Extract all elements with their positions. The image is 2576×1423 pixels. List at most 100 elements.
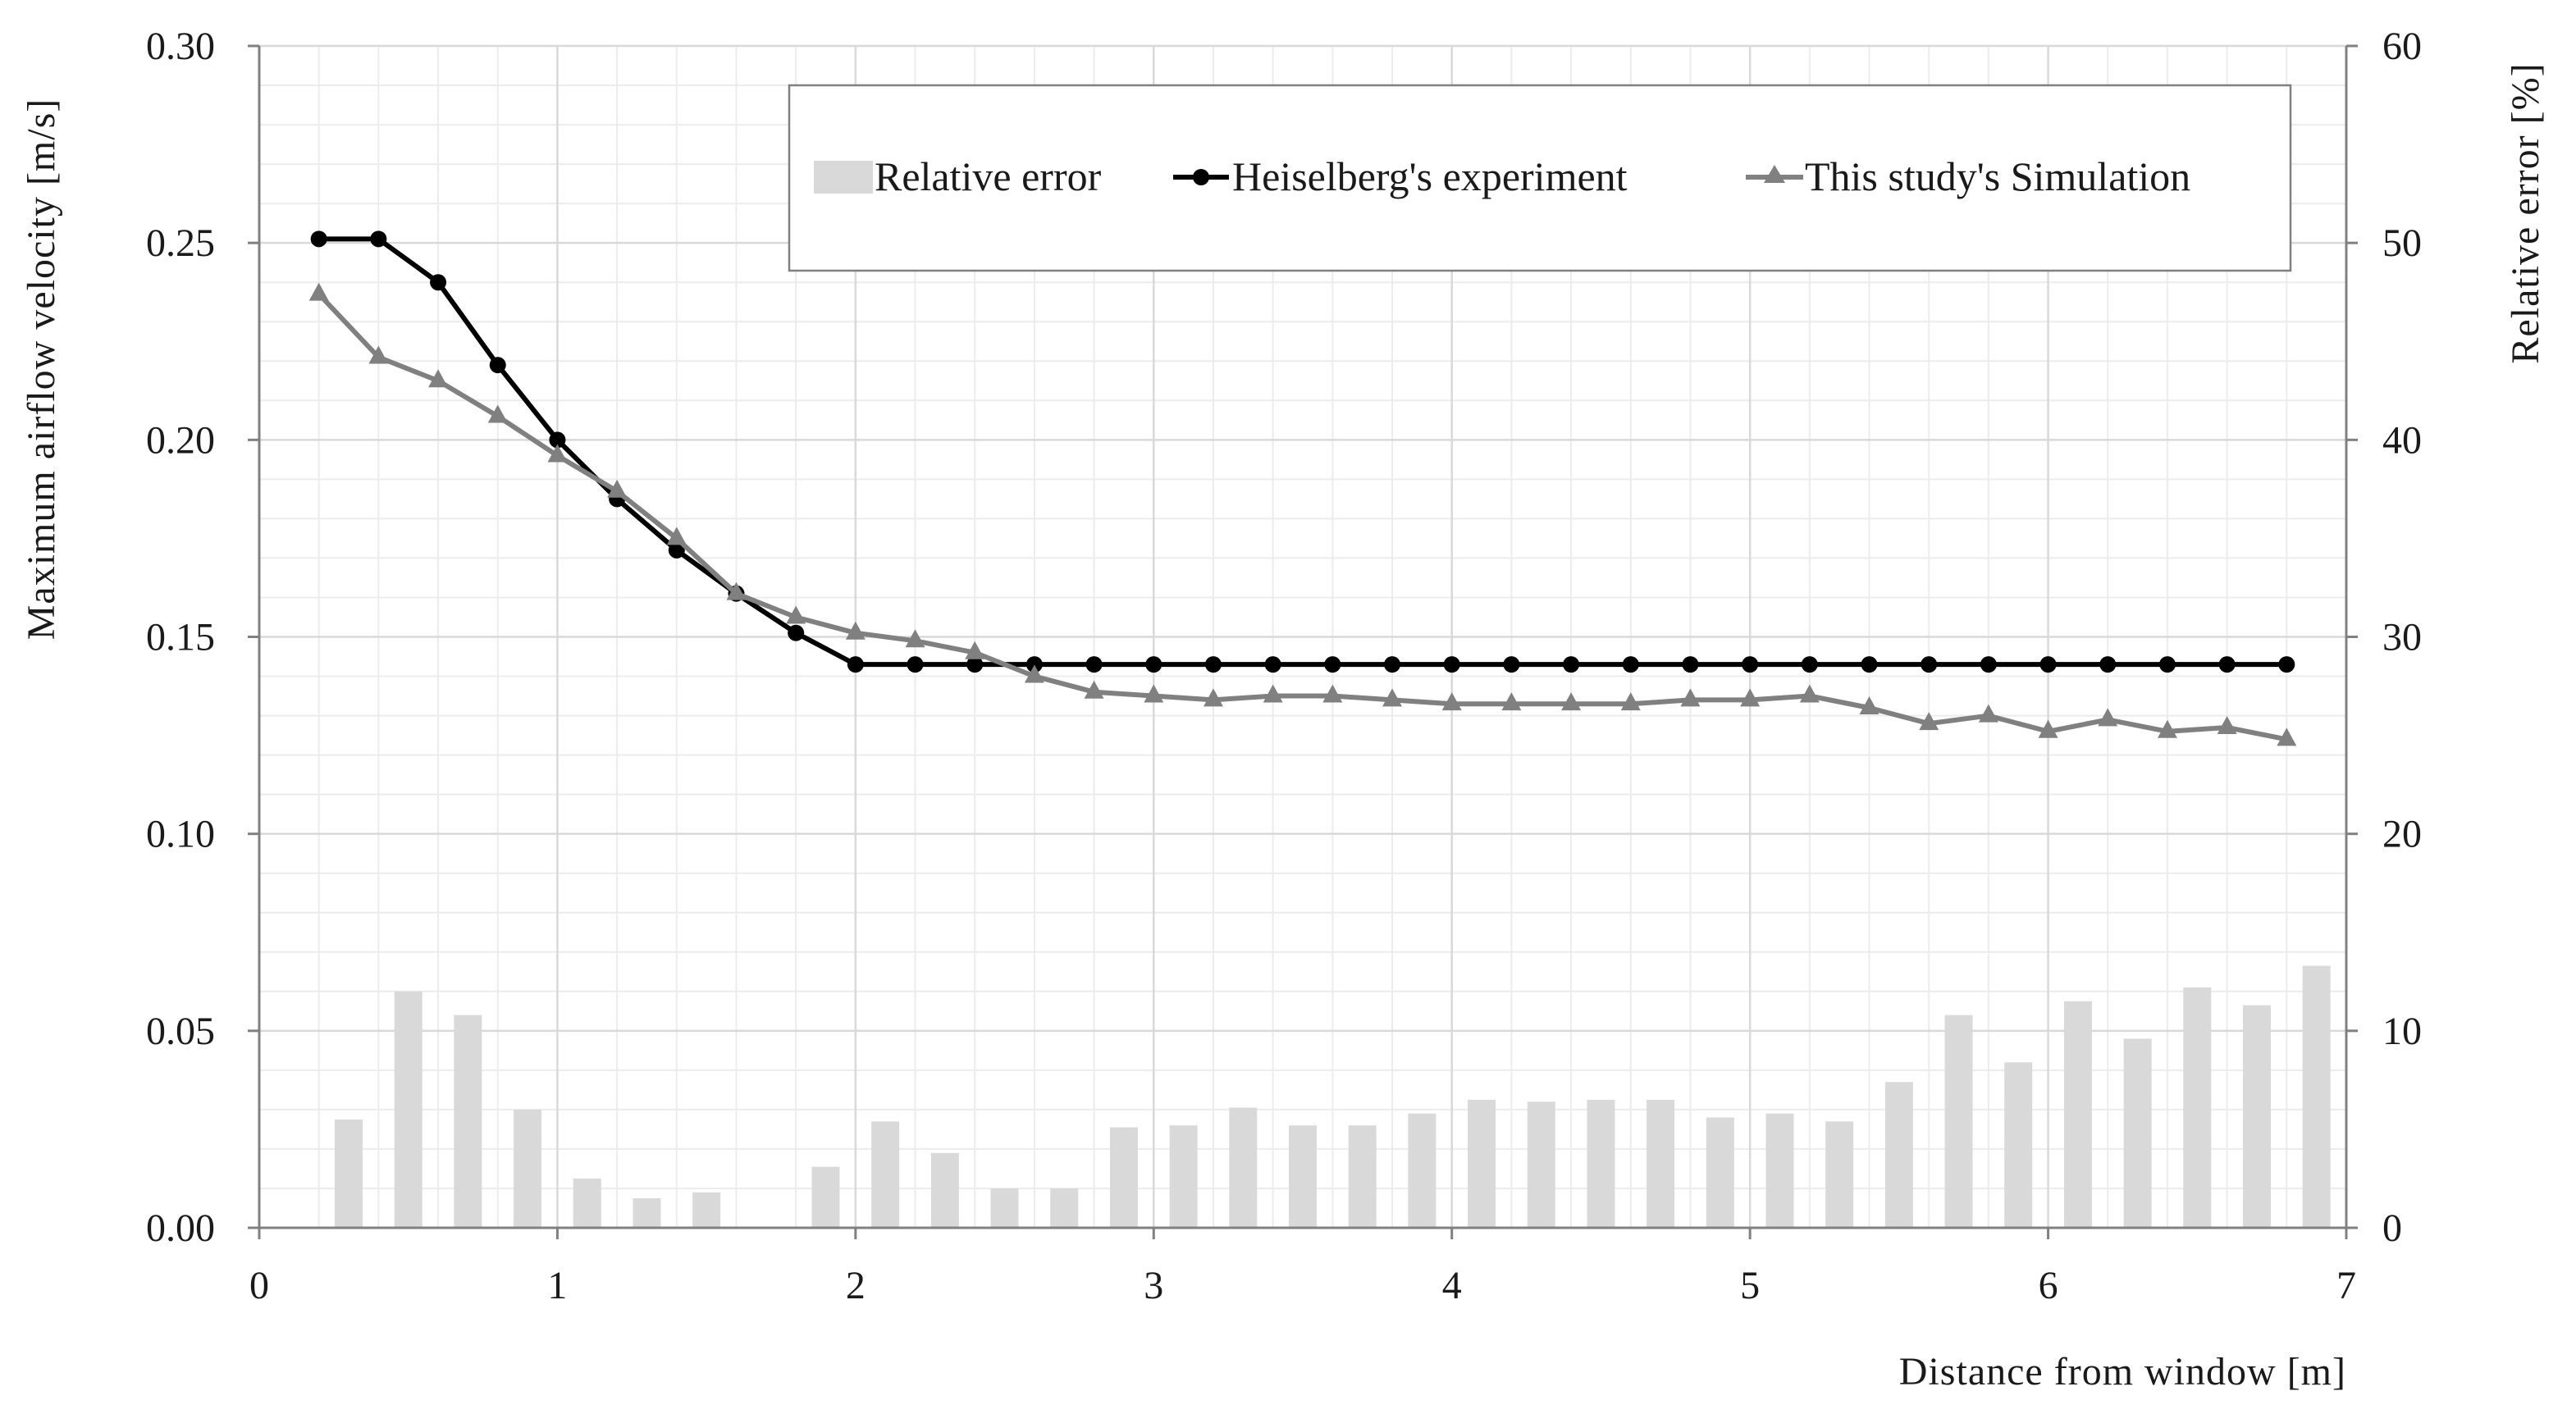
- experiment-point: [1384, 656, 1401, 673]
- y-left-tick-label: 0.00: [146, 1206, 215, 1250]
- simulation-point: [1263, 684, 1283, 703]
- relative-error-bar: [1408, 1113, 1436, 1228]
- y-right-tick-label: 60: [2382, 25, 2422, 68]
- experiment-point: [1145, 656, 1162, 673]
- experiment-point: [489, 357, 506, 374]
- relative-error-bar: [1706, 1117, 1734, 1228]
- y-right-tick-label: 10: [2382, 1010, 2422, 1053]
- y-right-tick-label: 0: [2382, 1206, 2402, 1250]
- simulation-point: [1144, 684, 1164, 703]
- simulation-point: [308, 282, 329, 301]
- legend-relative-error-label: Relative error: [875, 153, 1102, 199]
- simulation-point: [1441, 692, 1462, 711]
- simulation-point: [2217, 715, 2237, 734]
- experiment-point: [847, 656, 864, 673]
- y-axis-right-title: Relative error [%]: [2504, 62, 2547, 363]
- relative-error-bar: [1825, 1121, 1854, 1228]
- relative-error-bar: [1587, 1099, 1615, 1228]
- experiment-point: [668, 541, 685, 559]
- experiment-point: [1264, 656, 1281, 673]
- y-right-tick-label: 40: [2382, 418, 2422, 462]
- relative-error-bar: [2004, 1062, 2033, 1228]
- relative-error-bar: [1169, 1125, 1198, 1228]
- simulation-point: [1501, 692, 1522, 711]
- y-right-tick-label: 50: [2382, 221, 2422, 265]
- experiment-point: [2218, 656, 2236, 673]
- experiment-point: [1921, 656, 1938, 673]
- simulation-point: [1561, 692, 1582, 711]
- relative-error-bar: [2302, 965, 2331, 1228]
- relative-error-bar: [514, 1109, 542, 1228]
- relative-error-bar: [811, 1166, 840, 1228]
- relative-error-bar: [454, 1015, 482, 1228]
- relative-error-bar: [394, 991, 422, 1228]
- y-right-tick-label: 20: [2382, 813, 2422, 856]
- simulation-point: [1203, 688, 1223, 707]
- simulation-point: [1740, 688, 1761, 707]
- relative-error-bar: [871, 1121, 900, 1228]
- relative-error-bar: [692, 1192, 721, 1228]
- relative-error-bar: [1289, 1125, 1317, 1228]
- tick-labels: 0.000.050.100.150.200.250.30010203040506…: [146, 25, 2422, 1307]
- experiment-point: [430, 274, 447, 291]
- experiment-point: [1563, 656, 1580, 673]
- legend-simulation-label: This study's Simulation: [1805, 153, 2190, 199]
- legend-box: [788, 84, 2292, 272]
- simulation-point: [1382, 688, 1403, 707]
- relative-error-bar: [335, 1119, 363, 1228]
- y-left-tick-label: 0.15: [146, 616, 215, 659]
- relative-error-bar: [1468, 1099, 1496, 1228]
- x-tick-label: 6: [2039, 1264, 2058, 1307]
- relative-error-bar: [1348, 1125, 1377, 1228]
- relative-error-bar: [2123, 1038, 2152, 1228]
- experiment-point: [1622, 656, 1639, 673]
- relative-error-bar: [2063, 1001, 2092, 1228]
- simulation-point: [1919, 712, 1939, 731]
- experiment-point: [370, 230, 387, 248]
- simulation-point: [905, 629, 925, 648]
- y-right-tick-label: 30: [2382, 616, 2422, 659]
- relative-error-bar: [2183, 987, 2212, 1228]
- simulation-point: [1024, 664, 1044, 683]
- experiment-point: [310, 230, 327, 248]
- experiment-point: [2099, 656, 2117, 673]
- experiment-point: [2278, 656, 2295, 673]
- simulation-point: [1799, 684, 1820, 703]
- experiment-point: [1861, 656, 1878, 673]
- experiment-point: [907, 656, 924, 673]
- experiment-point: [1025, 656, 1043, 673]
- legend-experiment-label: Heiselberg's experiment: [1232, 153, 1628, 199]
- relative-error-bar: [1647, 1099, 1675, 1228]
- experiment-point: [966, 656, 984, 673]
- simulation-point: [2038, 719, 2058, 738]
- simulation-point: [1680, 688, 1701, 707]
- simulation-point: [2157, 719, 2177, 738]
- series-lines: [308, 230, 2297, 746]
- y-left-tick-label: 0.20: [146, 418, 215, 462]
- relative-error-bar: [573, 1178, 601, 1228]
- simulation-point: [487, 404, 508, 423]
- relative-error-bar: [930, 1152, 959, 1228]
- simulation-point: [428, 369, 449, 388]
- relative-error-bar: [1050, 1188, 1079, 1228]
- simulation-point: [1322, 684, 1343, 703]
- x-tick-label: 1: [547, 1264, 567, 1307]
- relative-error-bar: [1527, 1101, 1555, 1228]
- y-left-tick-label: 0.25: [146, 221, 215, 265]
- simulation-point: [1620, 692, 1641, 711]
- relative-error-bar: [1229, 1107, 1258, 1228]
- legend-relative-error-swatch: [814, 161, 873, 194]
- simulation-point: [726, 582, 747, 600]
- legend: Relative error Heiselberg's experiment T…: [788, 84, 2292, 272]
- relative-error-bar: [1109, 1127, 1138, 1228]
- experiment-point: [1801, 656, 1818, 673]
- experiment-point: [788, 624, 805, 641]
- experiment-point: [1742, 656, 1759, 673]
- simulation-point: [2277, 727, 2297, 746]
- simulation-line: [317, 292, 2287, 742]
- experiment-point: [1503, 656, 1520, 673]
- x-tick-label: 5: [1740, 1264, 1760, 1307]
- relative-error-bar: [1884, 1082, 1913, 1228]
- simulation-point: [1084, 680, 1104, 699]
